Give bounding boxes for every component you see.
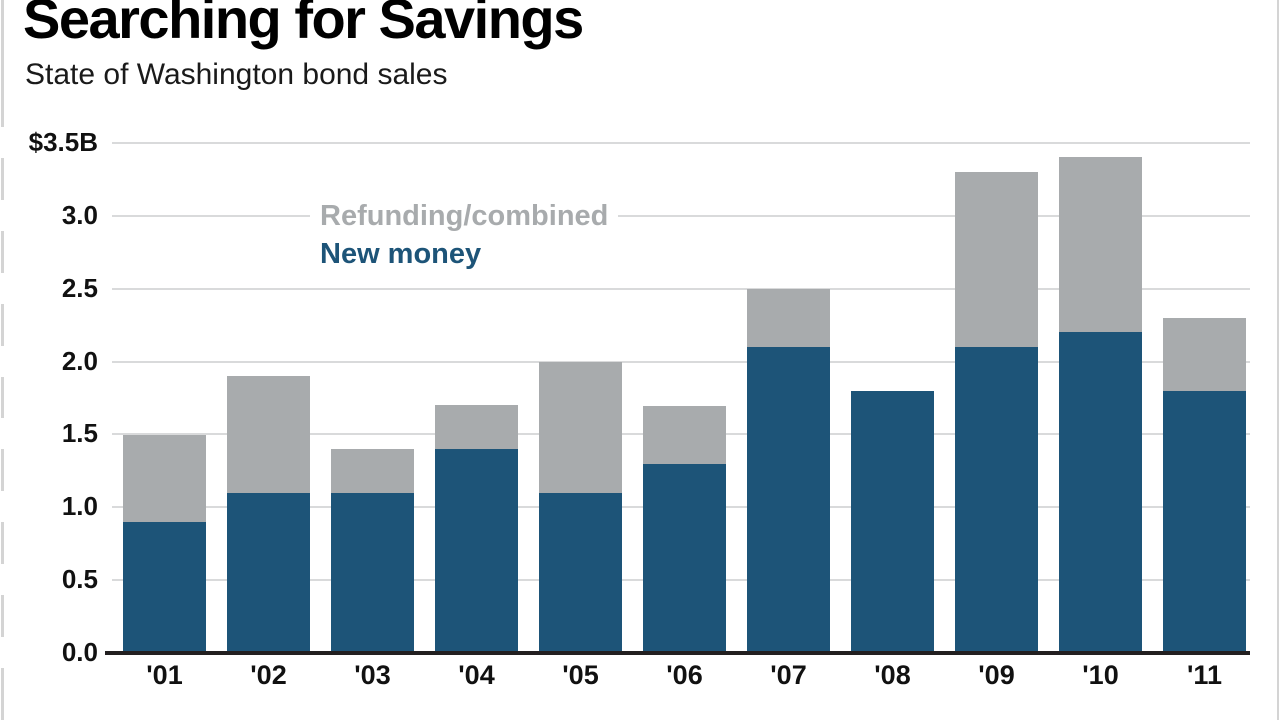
bar-06-new-money — [643, 464, 726, 653]
x-tick-label-09: '09 — [978, 660, 1015, 690]
bar-10 — [1059, 143, 1142, 653]
bar-06-refunding-combined — [643, 406, 726, 464]
bar-05-new-money — [539, 493, 622, 653]
x-axis-line — [105, 651, 1250, 655]
bar-01-refunding-combined — [123, 435, 206, 522]
y-tick-label-0.5: 0.5 — [0, 564, 104, 596]
x-tick-label-07: '07 — [770, 660, 807, 690]
bar-06 — [643, 143, 726, 653]
legend-entry-new-money: New money — [310, 235, 619, 273]
x-tick-label-02: '02 — [250, 660, 287, 690]
y-tick-label-1.0: 1.0 — [0, 491, 104, 523]
x-tick-label-10: '10 — [1082, 660, 1119, 690]
bar-10-refunding-combined — [1059, 157, 1142, 332]
bar-08 — [851, 143, 934, 653]
bar-02 — [227, 143, 310, 653]
bar-04-new-money — [435, 449, 518, 653]
bar-07 — [747, 143, 830, 653]
bar-01-new-money — [123, 522, 206, 653]
bar-09-refunding-combined — [955, 172, 1038, 347]
y-tick-label-2.5: 2.5 — [0, 272, 104, 304]
gridline-2 — [112, 360, 1250, 363]
x-tick-label-03: '03 — [354, 660, 391, 690]
x-tick-label-01: '01 — [146, 660, 183, 690]
bar-09 — [955, 143, 1038, 653]
bar-04-refunding-combined — [435, 405, 518, 449]
x-tick-label-04: '04 — [458, 660, 495, 690]
right-frame-edge — [1277, 0, 1279, 720]
gridline-3.5 — [112, 142, 1250, 144]
chart-title: Searching for Savings — [23, 0, 584, 50]
bar-11 — [1163, 143, 1246, 653]
bar-11-new-money — [1163, 391, 1246, 653]
bar-02-new-money — [227, 493, 310, 653]
bar-09-new-money — [955, 347, 1038, 653]
y-tick-label-3.0: 3.0 — [0, 199, 104, 231]
x-tick-label-06: '06 — [666, 660, 703, 690]
plot-area — [105, 142, 1250, 655]
gridline-3 — [112, 214, 1250, 217]
bar-05 — [539, 143, 622, 653]
bar-03 — [331, 143, 414, 653]
x-tick-label-05: '05 — [562, 660, 599, 690]
bar-02-refunding-combined — [227, 376, 310, 493]
gridline-2.5 — [112, 287, 1250, 290]
x-tick-label-11: '11 — [1187, 660, 1222, 690]
y-tick-label-2.0: 2.0 — [0, 345, 104, 377]
bar-08-new-money — [851, 391, 934, 653]
chart-subtitle: State of Washington bond sales — [25, 58, 448, 91]
bar-04 — [435, 143, 518, 653]
bar-05-refunding-combined — [539, 362, 622, 493]
y-tick-label-1.5: 1.5 — [0, 418, 104, 450]
y-tick-label-0.0: 0.0 — [0, 637, 104, 668]
x-tick-label-08: '08 — [874, 660, 911, 690]
bar-11-refunding-combined — [1163, 318, 1246, 391]
legend-entry-refunding-combined: Refunding/combined — [310, 197, 619, 235]
legend: Refunding/combined New money — [310, 197, 619, 273]
y-tick-label-3.5: $3.5B — [0, 127, 104, 158]
bar-03-new-money — [331, 493, 414, 653]
bar-03-refunding-combined — [331, 449, 414, 493]
bar-07-refunding-combined — [747, 289, 830, 347]
bar-10-new-money — [1059, 332, 1142, 653]
bar-07-new-money — [747, 347, 830, 653]
bar-01 — [123, 143, 206, 653]
